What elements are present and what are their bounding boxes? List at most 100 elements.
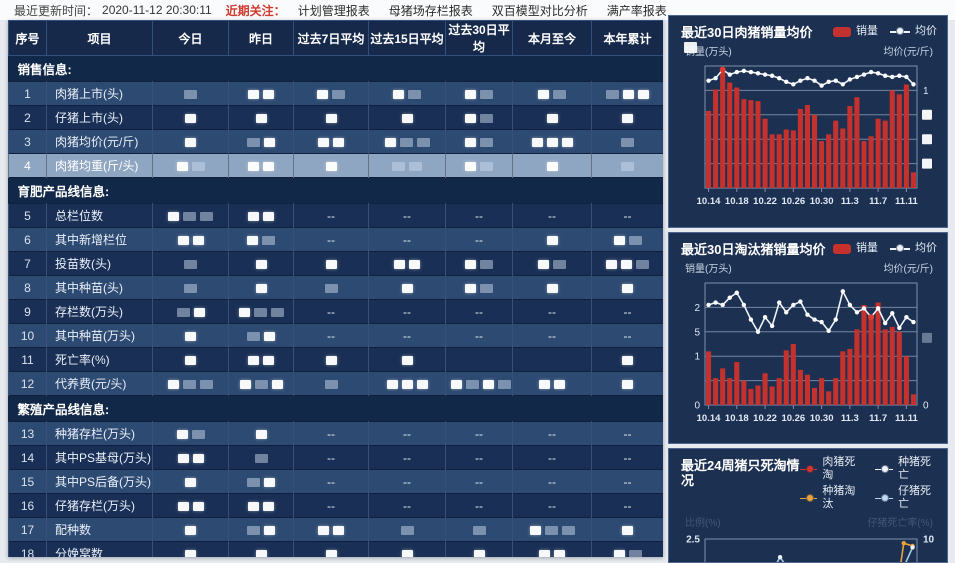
table-row[interactable]: 18 分娩窝数 <box>8 541 663 557</box>
row-index: 5 <box>8 203 47 228</box>
redacted-value-block <box>622 283 633 293</box>
menu-item[interactable]: 双百模型对比分析 <box>491 3 588 18</box>
legend-item[interactable]: 仔猪死亡 <box>875 485 937 511</box>
table-row[interactable]: 5 总栏位数 -- -- -- -- -- <box>8 203 663 228</box>
value-cell <box>152 469 229 494</box>
legend-item[interactable]: 均价 <box>890 242 937 255</box>
svg-text:10.30: 10.30 <box>810 413 834 424</box>
legend-label: 均价 <box>915 242 937 254</box>
column-header: 序号 <box>8 20 47 56</box>
redacted-value-block <box>247 477 260 487</box>
value-cell <box>591 105 663 130</box>
table-row[interactable]: 9 存栏数(万头) -- -- -- -- -- <box>8 299 663 324</box>
table-row[interactable]: 17 配种数 <box>8 517 663 542</box>
table-row[interactable]: 2 仔猪上市(头) <box>8 105 663 130</box>
value-cell <box>591 347 663 372</box>
redacted-value-block <box>271 379 283 389</box>
redacted-value-block <box>613 235 625 245</box>
value-cell <box>512 129 592 154</box>
redacted-value-block <box>184 89 197 99</box>
redacted-value-block <box>416 137 430 147</box>
table-row[interactable]: 10 其中种苗(万头) -- -- -- -- -- <box>8 323 663 348</box>
value-cell <box>512 517 592 542</box>
table-header: 序号 项目 今日 昨日 过去7日平均 过去15日平均 过去30日平均 本月至今 本年累计 <box>8 20 663 56</box>
bar-line-chart: 10.14 10.18 10.22 10.26 10.30 11.3 11.7 11.11 2 5… <box>694 282 932 424</box>
redacted-value-block <box>325 161 337 171</box>
value-cell <box>591 227 663 252</box>
table-row[interactable]: 3 肉猪均价(元/斤) <box>8 129 663 154</box>
value-cell <box>228 469 294 494</box>
svg-text:11.3: 11.3 <box>841 413 859 424</box>
menu-item[interactable]: 计划管理报表 <box>297 3 370 18</box>
value-cell <box>152 227 229 252</box>
row-index: 2 <box>8 105 47 130</box>
value-cell <box>152 105 229 130</box>
legend-label: 仔猪死亡 <box>898 485 932 510</box>
item-name: 仔猪存栏(万头) <box>46 493 153 518</box>
redacted-value-block <box>393 89 404 99</box>
redacted-value-block <box>177 453 189 463</box>
legend-item[interactable]: 种猪死亡 <box>875 456 937 482</box>
table-row[interactable]: 4 肉猪均重(斤/头) <box>8 153 663 178</box>
redacted-value-block <box>318 525 329 535</box>
item-name: 其中PS基母(万头) <box>46 445 153 470</box>
redacted-value-block <box>185 137 196 147</box>
table-row[interactable]: 6 其中新增栏位 -- -- -- <box>8 227 663 252</box>
svg-text:10: 10 <box>923 535 935 546</box>
redacted-value-block <box>538 89 549 99</box>
row-index: 3 <box>8 129 47 154</box>
value-cell <box>152 275 229 300</box>
redacted-value-block <box>628 549 642 557</box>
row-index: 12 <box>8 371 47 396</box>
menu-item[interactable]: 满产率报表 <box>606 3 667 18</box>
value-cell: -- <box>368 445 446 470</box>
redacted-value-block <box>465 283 476 293</box>
redacted-value-block <box>183 211 196 221</box>
redacted-value-block <box>332 89 345 99</box>
value-cell <box>445 517 513 542</box>
value-cell <box>152 421 229 446</box>
redacted-value-block <box>185 331 196 341</box>
redacted-value-block <box>539 379 550 389</box>
redacted-value-block <box>263 501 274 511</box>
legend-line-dot-icon <box>799 464 818 474</box>
value-cell: -- <box>368 469 446 494</box>
redacted-value-block <box>318 137 329 147</box>
value-cell <box>152 323 229 348</box>
redacted-value-block <box>480 89 493 99</box>
table-row[interactable]: 16 仔猪存栏(万头) -- -- -- -- -- <box>8 493 663 518</box>
redacted-value-block <box>185 355 196 365</box>
table-row[interactable]: 1 肉猪上市(头) <box>8 81 663 106</box>
redacted-value-block <box>546 113 558 123</box>
table-row[interactable]: 13 种猪存栏(万头) -- -- -- -- -- <box>8 421 663 446</box>
redacted-value-block <box>177 235 189 245</box>
table-row[interactable]: 12 代养费(元/头) <box>8 371 663 396</box>
legend-item[interactable]: 均价 <box>890 25 937 38</box>
redacted-value-block <box>561 137 573 147</box>
section-row: 育肥产品线信息: <box>8 177 663 204</box>
row-index: 18 <box>8 541 47 557</box>
redacted-value-block <box>546 137 558 147</box>
table-row[interactable]: 7 投苗数(头) <box>8 251 663 276</box>
table-row[interactable]: 11 死亡率(%) <box>8 347 663 372</box>
legend-item[interactable]: 肉猪死淘 <box>799 456 862 482</box>
value-cell <box>368 81 446 106</box>
table-row[interactable]: 14 其中PS基母(万头) -- -- -- -- -- <box>8 445 663 470</box>
column-header: 本年累计 <box>591 20 663 56</box>
legend-item[interactable]: 销量 <box>833 242 878 255</box>
redacted-value-block <box>176 307 190 317</box>
table-row[interactable]: 15 其中PS后备(万头) -- -- -- -- -- <box>8 469 663 494</box>
value-cell: -- <box>445 227 513 252</box>
menu-item[interactable]: 母猪场存栏报表 <box>388 3 473 18</box>
legend-item[interactable]: 销量 <box>833 25 878 38</box>
svg-text:10.18: 10.18 <box>725 413 749 424</box>
legend-item[interactable]: 种猪淘汰 <box>799 485 862 511</box>
value-cell <box>512 371 592 396</box>
table-row[interactable]: 8 其中种苗(头) <box>8 275 663 300</box>
value-cell: -- <box>512 469 592 494</box>
value-cell <box>445 541 513 557</box>
value-cell <box>152 203 229 228</box>
value-cell: -- <box>445 445 513 470</box>
svg-text:11.3: 11.3 <box>841 196 859 207</box>
redacted-value-block <box>451 379 462 389</box>
